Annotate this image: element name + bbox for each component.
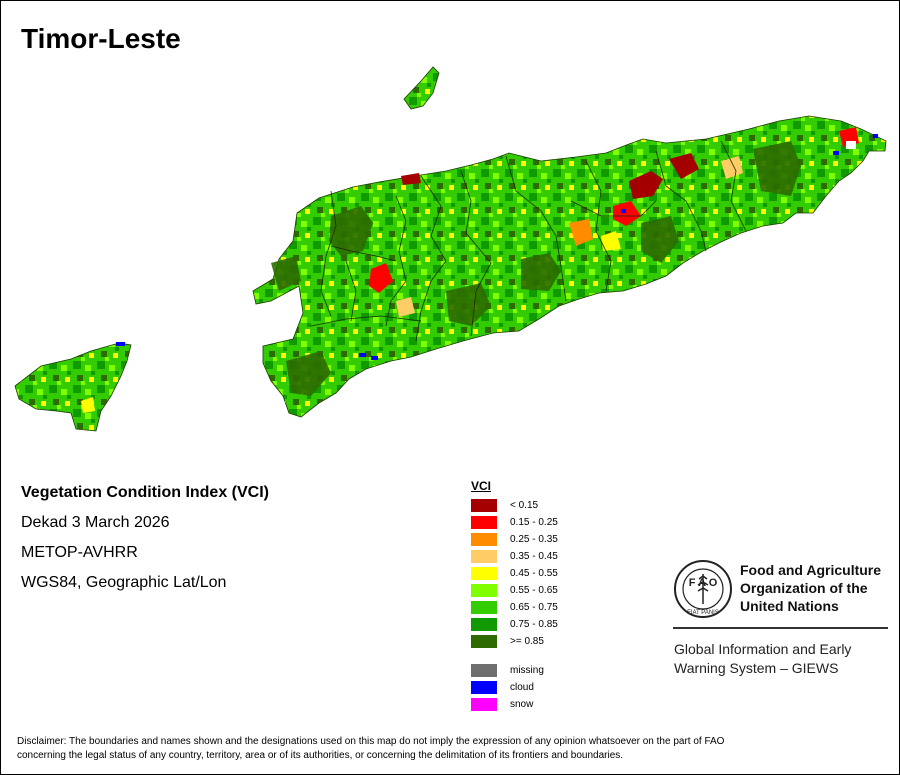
legend-swatch	[471, 664, 497, 677]
legend-label: 0.35 - 0.45	[510, 551, 558, 562]
legend-classes: < 0.15 0.15 - 0.25 0.25 - 0.35 0.35 - 0.45 0…	[471, 497, 558, 650]
legend-item: < 0.15	[471, 497, 558, 514]
legend-label: 0.55 - 0.65	[510, 585, 558, 596]
disclaimer-line1: Disclaimer: The boundaries and names sho…	[17, 736, 725, 747]
disclaimer-line2: concerning the legal status of any count…	[17, 750, 624, 761]
date-label: Dekad 3 March 2026	[21, 514, 170, 531]
cloud-pixel	[621, 209, 626, 213]
disclaimer: Disclaimer: The boundaries and names sho…	[17, 735, 887, 763]
dense-veg-patch	[521, 253, 561, 291]
fao-name-line2: Organization of the	[740, 580, 868, 596]
divider	[673, 627, 888, 629]
legend-title: VCI	[471, 479, 492, 493]
fao-logo: F A O FIAT PANIS	[674, 560, 732, 618]
legend-swatch	[471, 635, 497, 648]
legend-label: 0.45 - 0.55	[510, 568, 558, 579]
legend-item: cloud	[471, 679, 558, 696]
dense-veg-patch	[641, 216, 679, 263]
legend-item: 0.35 - 0.45	[471, 548, 558, 565]
legend-item: 0.55 - 0.65	[471, 582, 558, 599]
dense-veg-patch	[286, 351, 331, 396]
fao-name-line1: Food and Agriculture	[740, 562, 882, 578]
fao-name-line3: United Nations	[740, 598, 839, 614]
oecusse-enclave	[14, 342, 132, 432]
low-vci-patch	[629, 171, 663, 199]
dense-veg-patch	[271, 256, 301, 291]
low-vci-patch	[613, 201, 641, 226]
legend-label: < 0.15	[510, 500, 539, 511]
legend-item: snow	[471, 696, 558, 713]
low-vci-patch	[601, 231, 621, 251]
legend-item: 0.15 - 0.25	[471, 514, 558, 531]
legend-label: missing	[510, 665, 544, 676]
blank-area	[846, 141, 856, 149]
legend-swatch	[471, 618, 497, 631]
legend-other: missing cloud snow	[471, 662, 558, 713]
legend-label: snow	[510, 699, 534, 710]
legend-item: missing	[471, 662, 558, 679]
legend-label: 0.75 - 0.85	[510, 619, 558, 630]
legend-swatch	[471, 533, 497, 546]
legend-swatch	[471, 584, 497, 597]
legend-swatch	[471, 698, 497, 711]
legend-item: 0.75 - 0.85	[471, 616, 558, 633]
map-title: Timor-Leste	[21, 23, 181, 54]
legend-swatch	[471, 681, 497, 694]
fao-name: Food and Agriculture Organization of the…	[740, 561, 881, 615]
giews-line1: Global Information and Early	[674, 641, 852, 657]
cloud-pixel	[833, 151, 839, 155]
legend-label: 0.25 - 0.35	[510, 534, 558, 545]
low-vci-patch	[401, 173, 421, 185]
low-vci-patch	[721, 156, 743, 179]
legend-item: 0.25 - 0.35	[471, 531, 558, 548]
index-title: Vegetation Condition Index (VCI)	[21, 484, 269, 501]
low-vci-patch	[669, 153, 699, 179]
legend-item: >= 0.85	[471, 633, 558, 650]
dense-veg-patch	[753, 141, 801, 196]
legend-swatch	[471, 567, 497, 580]
low-vci-patch	[396, 297, 415, 317]
legend-swatch	[471, 516, 497, 529]
cloud-pixel	[359, 353, 366, 357]
main-island	[252, 115, 887, 418]
atauro-island	[403, 66, 440, 110]
legend-label: >= 0.85	[510, 636, 544, 647]
district-boundaries	[310, 140, 747, 342]
legend-item: 0.65 - 0.75	[471, 599, 558, 616]
legend-item: 0.45 - 0.55	[471, 565, 558, 582]
legend-label: 0.15 - 0.25	[510, 517, 558, 528]
sensor-label: METOP-AVHRR	[21, 544, 138, 561]
giews-name: Global Information and Early Warning Sys…	[674, 640, 851, 678]
cloud-pixel	[873, 134, 878, 138]
legend-label: cloud	[510, 682, 534, 693]
low-vci-patch	[569, 219, 593, 246]
vci-map	[14, 66, 887, 432]
cloud-pixel	[116, 342, 125, 346]
giews-line2: Warning System – GIEWS	[674, 660, 839, 676]
cloud-pixel	[371, 356, 378, 360]
legend: VCI < 0.15 0.15 - 0.25 0.25 - 0.35 0.35 - 0…	[471, 479, 558, 713]
legend-swatch	[471, 499, 497, 512]
low-vci-patch	[369, 263, 393, 293]
legend-spacer	[471, 650, 558, 662]
dense-veg-patch	[329, 206, 373, 256]
legend-label: 0.65 - 0.75	[510, 602, 558, 613]
projection-label: WGS84, Geographic Lat/Lon	[21, 574, 227, 591]
legend-swatch	[471, 550, 497, 563]
legend-swatch	[471, 601, 497, 614]
low-vci-patch	[81, 397, 95, 413]
dense-veg-patch	[446, 283, 491, 326]
svg-text:FIAT PANIS: FIAT PANIS	[687, 610, 719, 616]
